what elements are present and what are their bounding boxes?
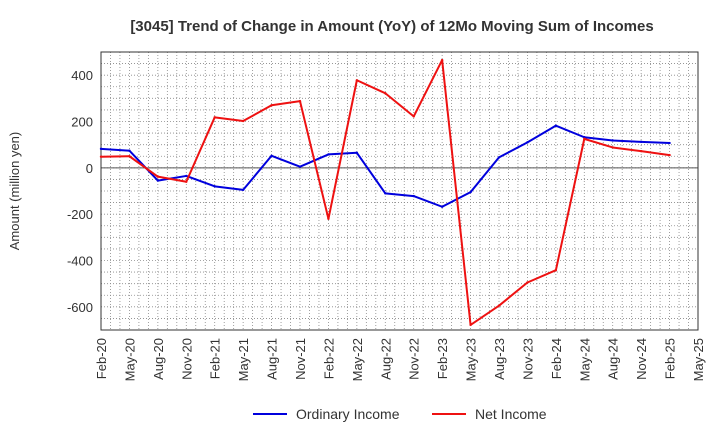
data-point-net-income — [469, 323, 472, 327]
x-tick-label: Aug-20 — [151, 338, 166, 380]
data-point-ordinary-income — [185, 174, 188, 178]
data-point-net-income — [554, 269, 558, 272]
legend-label-ordinary-income: Ordinary Income — [296, 406, 400, 422]
data-point-net-income — [241, 119, 245, 123]
data-point-ordinary-income — [128, 149, 131, 152]
legend: Ordinary Income Net Income — [253, 406, 547, 422]
data-point-ordinary-income — [639, 140, 643, 144]
data-point-ordinary-income — [440, 205, 444, 208]
data-point-ordinary-income — [668, 141, 671, 145]
data-point-ordinary-income — [497, 156, 501, 159]
data-point-ordinary-income — [156, 179, 160, 182]
y-axis-label: Amount (million yen) — [7, 132, 22, 251]
data-point-ordinary-income — [327, 153, 330, 156]
x-tick-label: Feb-20 — [94, 338, 109, 379]
x-tick-label: Feb-21 — [208, 338, 223, 379]
y-tick-label: -200 — [67, 207, 93, 222]
data-point-ordinary-income — [355, 151, 359, 154]
x-tick-label: Aug-23 — [492, 338, 507, 380]
data-point-net-income — [639, 149, 643, 153]
x-tick-label: Nov-24 — [634, 338, 649, 380]
x-tick-label: May-24 — [577, 338, 592, 381]
data-point-net-income — [668, 153, 671, 157]
x-tick-label: Nov-23 — [520, 338, 535, 380]
plot-border — [100, 51, 699, 331]
data-point-ordinary-income — [554, 124, 558, 127]
x-tick-label: May-21 — [236, 338, 251, 381]
data-point-net-income — [583, 137, 586, 141]
data-point-net-income — [156, 175, 160, 178]
data-point-ordinary-income — [526, 141, 529, 144]
x-tick-label: Feb-22 — [321, 338, 336, 379]
x-tick-label: Nov-21 — [293, 338, 308, 380]
data-point-ordinary-income — [270, 154, 273, 157]
legend-label-net-income: Net Income — [475, 406, 547, 422]
data-point-net-income — [412, 115, 415, 118]
data-point-net-income — [99, 155, 103, 158]
x-tick-label: Aug-22 — [378, 338, 393, 380]
chart-title: [3045] Trend of Change in Amount (YoY) o… — [130, 18, 653, 35]
x-tick-label: Nov-22 — [407, 338, 422, 380]
y-tick-label: 400 — [71, 68, 93, 83]
y-tick-label: 0 — [86, 161, 93, 176]
data-point-net-income — [298, 99, 302, 103]
x-tick-label: Feb-23 — [435, 338, 450, 379]
data-point-net-income — [128, 155, 131, 158]
data-point-net-income — [185, 180, 188, 183]
data-point-ordinary-income — [384, 192, 387, 195]
x-tick-label: Nov-20 — [179, 338, 194, 380]
plot-area: 400 200 0 -200 -400 -600 Feb-20 May-20 Aug-20 Nov… — [67, 51, 706, 381]
x-tick-label: Aug-24 — [606, 338, 621, 380]
data-point-net-income — [497, 304, 501, 307]
x-tick-label: May-22 — [350, 338, 365, 381]
data-point-ordinary-income — [298, 165, 302, 168]
data-point-net-income — [384, 92, 387, 95]
data-point-net-income — [327, 217, 330, 220]
data-point-net-income — [611, 146, 614, 149]
x-tick-label: May-20 — [122, 338, 137, 381]
y-tick-label: 200 — [71, 115, 93, 130]
data-point-ordinary-income — [611, 139, 614, 142]
data-point-ordinary-income — [469, 190, 472, 194]
data-point-net-income — [526, 281, 529, 284]
data-point-ordinary-income — [99, 147, 103, 151]
y-tick-label: -600 — [67, 300, 93, 315]
x-tick-label: May-23 — [464, 338, 479, 381]
x-tick-label: May-25 — [691, 338, 706, 381]
data-point-net-income — [355, 79, 359, 82]
data-point-ordinary-income — [241, 188, 245, 192]
data-point-net-income — [440, 58, 444, 62]
y-tick-label: -400 — [67, 254, 93, 269]
x-tick-label: Feb-24 — [549, 338, 564, 379]
data-point-net-income — [213, 116, 216, 119]
x-tick-label: Feb-25 — [663, 338, 678, 379]
data-point-ordinary-income — [213, 185, 216, 188]
data-point-ordinary-income — [412, 194, 415, 198]
data-point-net-income — [270, 104, 273, 107]
x-tick-label: Aug-21 — [265, 338, 280, 380]
